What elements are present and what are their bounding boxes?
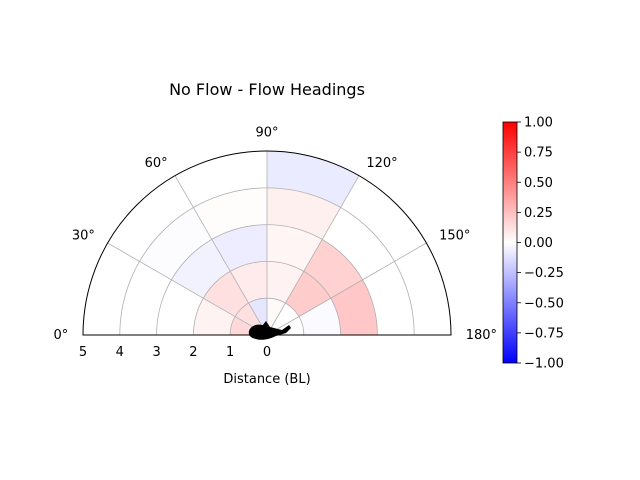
theta-tick-labels: 0° 30° 60° 90° 120° 150° 180°	[53, 125, 497, 343]
r-tick-label: 2	[189, 345, 197, 360]
heatmap-cell	[156, 279, 204, 335]
heatmap-cell	[267, 303, 299, 335]
theta-tick-label: 180°	[466, 328, 497, 343]
colorbar-ticks: 1.00 0.75 0.50 0.25 0.00 −0.25 −0.50 −0.75 −1.00	[517, 116, 564, 372]
colorbar-tick-label: −1.00	[524, 357, 564, 372]
heatmap-cell	[175, 151, 267, 208]
theta-gridline	[266, 175, 360, 336]
colorbar-tick-label: 0.50	[524, 176, 553, 191]
colorbar-tick-label: 0.00	[524, 236, 553, 251]
theta-tick-label: 90°	[255, 125, 278, 140]
heatmap-cell	[267, 298, 286, 335]
colorbar-tick-label: 1.00	[524, 116, 553, 131]
heatmap-cell	[171, 239, 231, 299]
heatmap-cell	[267, 187, 341, 240]
colorbar-tick-label: −0.50	[524, 296, 564, 311]
radial-tick-labels: 5 4 3 2 1 0	[79, 345, 271, 360]
heatmap-cell	[267, 151, 359, 208]
heatmap-cells	[83, 151, 451, 335]
colorbar-tick-label: 0.75	[524, 146, 553, 161]
theta-tick-label: 120°	[366, 156, 397, 171]
theta-gridline	[266, 242, 427, 336]
r-tick-label: 1	[226, 345, 234, 360]
heatmap-cell	[139, 207, 212, 280]
theta-tick-label: 60°	[145, 156, 168, 171]
heatmap-cell	[322, 207, 395, 280]
heatmap-cell	[230, 261, 267, 304]
chart-title: No Flow - Flow Headings	[169, 80, 365, 99]
heatmap-cell	[303, 239, 363, 299]
fish-silhouette-icon	[248, 321, 291, 340]
theta-tick-label: 30°	[72, 229, 95, 244]
heatmap-cell	[119, 261, 172, 335]
theta-gridline	[174, 175, 268, 336]
heatmap-cell	[193, 187, 267, 240]
heatmap-cell	[362, 261, 415, 335]
heatmap-cell	[83, 243, 140, 335]
theta-gridline	[107, 242, 268, 336]
heatmap-cell	[330, 279, 378, 335]
colorbar-tick-label: −0.25	[524, 266, 564, 281]
polar-grid	[107, 151, 427, 336]
r-tick-label: 4	[116, 345, 124, 360]
heatmap-cell	[211, 224, 267, 272]
heatmap-cell	[267, 224, 323, 272]
theta-tick-label: 0°	[53, 328, 68, 343]
r-tick-label: 0	[263, 345, 271, 360]
heatmap-cell	[193, 298, 236, 335]
x-axis-label: Distance (BL)	[223, 372, 310, 387]
polar-frame	[82, 150, 452, 336]
r-tick-label: 5	[79, 345, 87, 360]
r-tick-label: 3	[152, 345, 160, 360]
heatmap-cell	[203, 271, 249, 317]
colorbar-tick-label: −0.75	[524, 326, 564, 341]
heatmap-cell	[394, 243, 451, 335]
theta-tick-label: 150°	[439, 229, 470, 244]
heatmap-cell	[267, 261, 304, 304]
heatmap-cell	[285, 271, 331, 317]
colorbar-tick-label: 0.25	[524, 206, 553, 221]
colorbar	[502, 121, 518, 364]
heatmap-cell	[298, 298, 341, 335]
heatmap-cell	[340, 175, 427, 262]
heatmap-cell	[107, 175, 194, 262]
